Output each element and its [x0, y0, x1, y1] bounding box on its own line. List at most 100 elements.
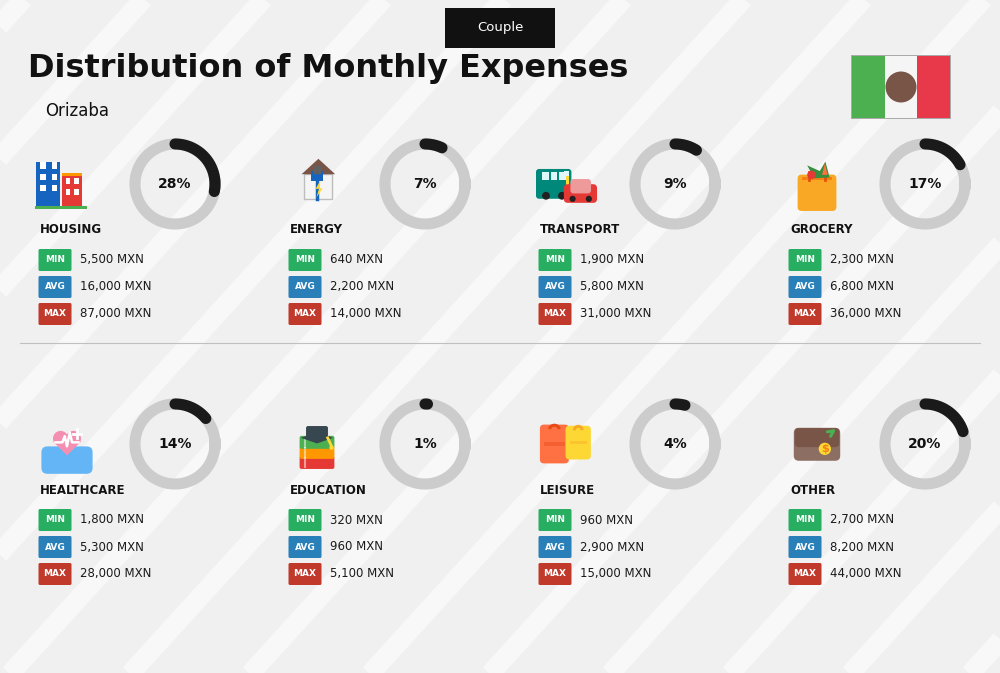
Text: AVG: AVG [45, 283, 65, 291]
Bar [52, 185, 57, 191]
Text: MAX: MAX [544, 569, 567, 579]
FancyBboxPatch shape [300, 456, 334, 469]
Text: 960 MXN: 960 MXN [330, 540, 383, 553]
Text: 5,800 MXN: 5,800 MXN [580, 281, 644, 293]
Bar [62, 176, 82, 209]
Text: HEALTHCARE: HEALTHCARE [40, 483, 126, 497]
Text: MAX: MAX [44, 310, 66, 318]
Text: 640 MXN: 640 MXN [330, 254, 383, 267]
Text: 6,800 MXN: 6,800 MXN [830, 281, 894, 293]
Bar [852, 56, 885, 118]
FancyBboxPatch shape [789, 536, 822, 558]
Text: 5,300 MXN: 5,300 MXN [80, 540, 144, 553]
Text: AVG: AVG [795, 283, 815, 291]
FancyBboxPatch shape [288, 249, 322, 271]
Bar [851, 55, 951, 119]
Text: MIN: MIN [45, 256, 65, 264]
Bar [544, 442, 565, 446]
Text: MIN: MIN [795, 256, 815, 264]
Bar [40, 185, 46, 191]
FancyBboxPatch shape [288, 276, 322, 298]
Text: MIN: MIN [545, 516, 565, 524]
Text: ENERGY: ENERGY [290, 223, 343, 236]
FancyBboxPatch shape [795, 428, 839, 447]
Text: 14%: 14% [158, 437, 192, 451]
Text: 87,000 MXN: 87,000 MXN [80, 308, 151, 320]
FancyBboxPatch shape [789, 249, 822, 271]
Bar [35, 206, 87, 209]
Bar [74, 178, 79, 184]
Text: Distribution of Monthly Expenses: Distribution of Monthly Expenses [28, 52, 628, 83]
FancyBboxPatch shape [38, 249, 72, 271]
FancyBboxPatch shape [445, 8, 555, 48]
Circle shape [66, 431, 81, 446]
FancyBboxPatch shape [300, 446, 334, 459]
Text: MAX: MAX [794, 569, 817, 579]
Circle shape [819, 443, 831, 455]
Bar [917, 56, 950, 118]
FancyBboxPatch shape [41, 446, 93, 474]
Text: 7%: 7% [413, 177, 437, 191]
FancyBboxPatch shape [38, 276, 72, 298]
Text: 2,300 MXN: 2,300 MXN [830, 254, 894, 267]
FancyBboxPatch shape [288, 509, 322, 531]
Bar [551, 172, 557, 180]
FancyBboxPatch shape [539, 509, 572, 531]
Polygon shape [822, 164, 828, 175]
Text: MIN: MIN [295, 256, 315, 264]
Text: 2,700 MXN: 2,700 MXN [830, 513, 894, 526]
Text: 2,900 MXN: 2,900 MXN [580, 540, 644, 553]
FancyBboxPatch shape [789, 563, 822, 585]
FancyBboxPatch shape [539, 249, 572, 271]
Text: AVG: AVG [545, 283, 565, 291]
Text: 8,200 MXN: 8,200 MXN [830, 540, 894, 553]
Text: MAX: MAX [794, 310, 817, 318]
Text: 5,500 MXN: 5,500 MXN [80, 254, 144, 267]
Text: AVG: AVG [45, 542, 65, 551]
Text: 28,000 MXN: 28,000 MXN [80, 567, 151, 581]
Text: MIN: MIN [795, 516, 815, 524]
Text: 1,900 MXN: 1,900 MXN [580, 254, 644, 267]
Polygon shape [301, 432, 333, 444]
Text: Couple: Couple [477, 22, 523, 34]
Text: HOUSING: HOUSING [40, 223, 102, 236]
Circle shape [886, 71, 916, 102]
Bar [304, 174, 332, 199]
Text: 31,000 MXN: 31,000 MXN [580, 308, 651, 320]
Text: LEISURE: LEISURE [540, 483, 595, 497]
Circle shape [53, 431, 68, 446]
Bar [885, 56, 917, 118]
Text: MIN: MIN [45, 516, 65, 524]
FancyBboxPatch shape [288, 303, 322, 325]
Text: AVG: AVG [795, 542, 815, 551]
Bar [36, 162, 60, 209]
Text: 15,000 MXN: 15,000 MXN [580, 567, 651, 581]
FancyBboxPatch shape [789, 509, 822, 531]
FancyBboxPatch shape [38, 303, 72, 325]
Bar [40, 162, 46, 169]
Bar [52, 162, 57, 169]
Bar [802, 178, 832, 180]
Circle shape [558, 192, 566, 200]
Text: MIN: MIN [295, 516, 315, 524]
FancyBboxPatch shape [306, 426, 328, 440]
Circle shape [570, 196, 576, 202]
Bar [559, 172, 565, 180]
Circle shape [807, 171, 816, 179]
Text: 5,100 MXN: 5,100 MXN [330, 567, 394, 581]
Circle shape [329, 446, 334, 450]
Text: TRANSPORT: TRANSPORT [540, 223, 620, 236]
Text: 960 MXN: 960 MXN [580, 513, 633, 526]
Text: 44,000 MXN: 44,000 MXN [830, 567, 902, 581]
FancyBboxPatch shape [539, 563, 572, 585]
FancyBboxPatch shape [789, 303, 822, 325]
FancyBboxPatch shape [300, 436, 334, 449]
Bar [52, 174, 57, 180]
Text: 9%: 9% [663, 177, 687, 191]
Text: 20%: 20% [908, 437, 942, 451]
FancyBboxPatch shape [540, 425, 569, 464]
FancyBboxPatch shape [539, 276, 572, 298]
Text: EDUCATION: EDUCATION [290, 483, 367, 497]
Polygon shape [807, 162, 830, 178]
FancyBboxPatch shape [564, 184, 597, 203]
